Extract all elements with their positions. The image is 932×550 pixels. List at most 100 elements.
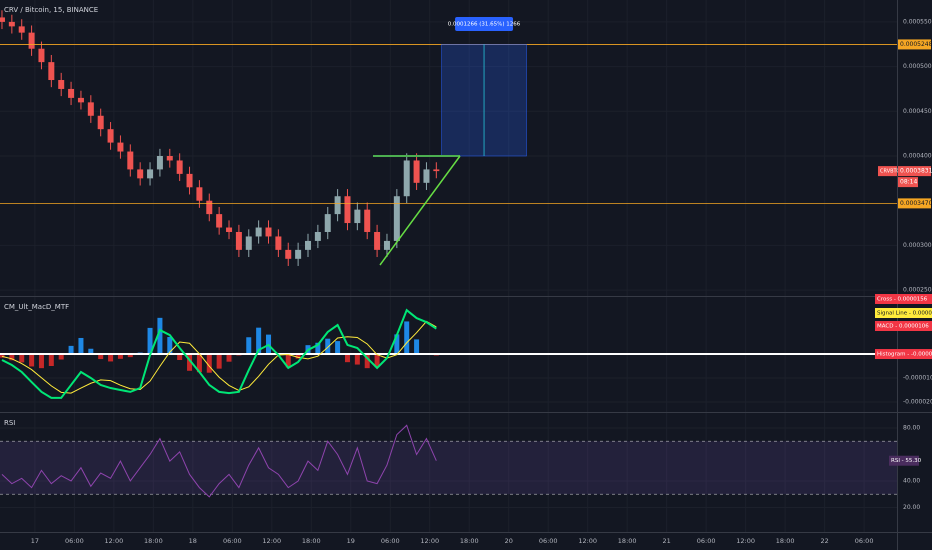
- macd-line: [1, 308, 437, 399]
- candle-body: [206, 200, 213, 215]
- candle-body: [107, 129, 114, 143]
- histogram-bar: [325, 338, 331, 355]
- histogram-bar: [187, 354, 193, 371]
- indicator-tag-label: Histogram - -0.0000006: [877, 352, 932, 358]
- indicator-tag: [875, 321, 932, 331]
- candle-body: [196, 187, 203, 201]
- pane-title: RSI: [4, 419, 15, 427]
- price-tag-label: 0.0003831: [900, 168, 932, 175]
- candle-body: [0, 17, 5, 22]
- histogram-bar: [295, 354, 301, 359]
- histogram-bar: [117, 354, 123, 359]
- histogram-bar: [404, 321, 410, 355]
- candle-body: [48, 62, 55, 81]
- x-tick-label: 06:00: [381, 537, 400, 545]
- x-tick-label: 18: [189, 537, 197, 545]
- histogram-bar: [335, 341, 341, 355]
- histogram-bar: [29, 354, 35, 367]
- x-tick-label: 06:00: [697, 537, 716, 545]
- price-tag-label: 0.0005248: [900, 41, 932, 48]
- histogram-bar: [0, 354, 5, 358]
- candle-body: [186, 173, 193, 188]
- candle-body: [245, 236, 252, 250]
- candle-body: [28, 32, 35, 49]
- histogram-bar: [285, 354, 291, 368]
- candle-body: [216, 214, 223, 228]
- histogram-bar: [127, 354, 133, 358]
- histogram-bar: [9, 354, 15, 361]
- candle-body: [18, 26, 25, 33]
- price-tag-label: 0.0003470: [900, 200, 932, 207]
- candle-body: [226, 227, 233, 232]
- rsi-tag-label: RSI - 55.30: [891, 458, 922, 464]
- candle-body: [433, 169, 440, 172]
- candle-body: [87, 102, 94, 116]
- candle-body: [275, 236, 282, 250]
- histogram-bar: [48, 354, 54, 366]
- candle-body: [235, 231, 242, 250]
- price-tag: [898, 166, 931, 177]
- histogram-bar: [19, 354, 25, 363]
- candle-body: [285, 249, 292, 259]
- histogram-bar: [364, 354, 370, 369]
- histogram-bar: [196, 354, 202, 373]
- candle-body: [324, 214, 331, 232]
- indicator-tag-label: Signal Line - 0.0000113: [877, 311, 932, 317]
- x-tick-label: 22: [820, 537, 828, 545]
- x-tick-label: 17: [31, 537, 39, 545]
- x-tick-label: 06:00: [65, 537, 84, 545]
- histogram-bar: [246, 337, 252, 355]
- rsi-tag: [889, 455, 919, 466]
- signal-line: [1, 320, 437, 394]
- symbol-tag: [878, 166, 897, 177]
- candle-body: [413, 160, 420, 183]
- histogram-bar: [147, 327, 153, 355]
- indicator-tag: [875, 294, 932, 304]
- indicator-tag-label: Cross - 0.0000156: [877, 297, 928, 303]
- rsi-line: [1, 424, 437, 498]
- histogram-bar: [167, 337, 173, 355]
- candle-body: [137, 169, 144, 179]
- candle-body: [334, 196, 341, 215]
- candle-body: [314, 231, 321, 241]
- histogram-bar: [414, 339, 420, 355]
- histogram-bar: [315, 342, 321, 355]
- histogram-bar: [38, 354, 44, 369]
- x-tick-label: 12:00: [262, 537, 281, 545]
- rsi-band: [0, 441, 897, 495]
- candle-body: [295, 249, 302, 259]
- candle-body: [403, 160, 410, 197]
- candle-body: [166, 156, 173, 161]
- x-tick-label: 12:00: [736, 537, 755, 545]
- candle-body: [77, 97, 84, 103]
- x-tick-label: 18:00: [302, 537, 321, 545]
- histogram-bar: [78, 337, 84, 355]
- x-tick-label: 18:00: [460, 537, 479, 545]
- x-tick-label: 19: [347, 537, 355, 545]
- histogram-bar: [68, 345, 74, 355]
- histogram-bar: [344, 354, 350, 363]
- candle-body: [117, 142, 124, 152]
- indicator-tag: [875, 349, 932, 360]
- x-tick-label: 06:00: [539, 537, 558, 545]
- candle-body: [38, 48, 45, 63]
- x-tick-label: 18:00: [776, 537, 795, 545]
- countdown-tag: [898, 177, 918, 188]
- indicator-tag-label: MACD - 0.0000106: [877, 324, 929, 330]
- histogram-bar: [157, 317, 163, 355]
- x-tick-label: 12:00: [578, 537, 597, 545]
- candle-body: [255, 227, 262, 237]
- y-tick-label: 20.00: [903, 504, 920, 511]
- symbol-label: CRVBTC: [880, 169, 900, 175]
- histogram-bar: [226, 354, 232, 362]
- y-tick-label: -0.0000100: [903, 374, 932, 381]
- pane-title: CRV / Bitcoin, 15, BINANCE: [4, 6, 98, 14]
- candle-body: [265, 227, 272, 237]
- x-tick-label: 18:00: [618, 537, 637, 545]
- candle-body: [127, 151, 134, 170]
